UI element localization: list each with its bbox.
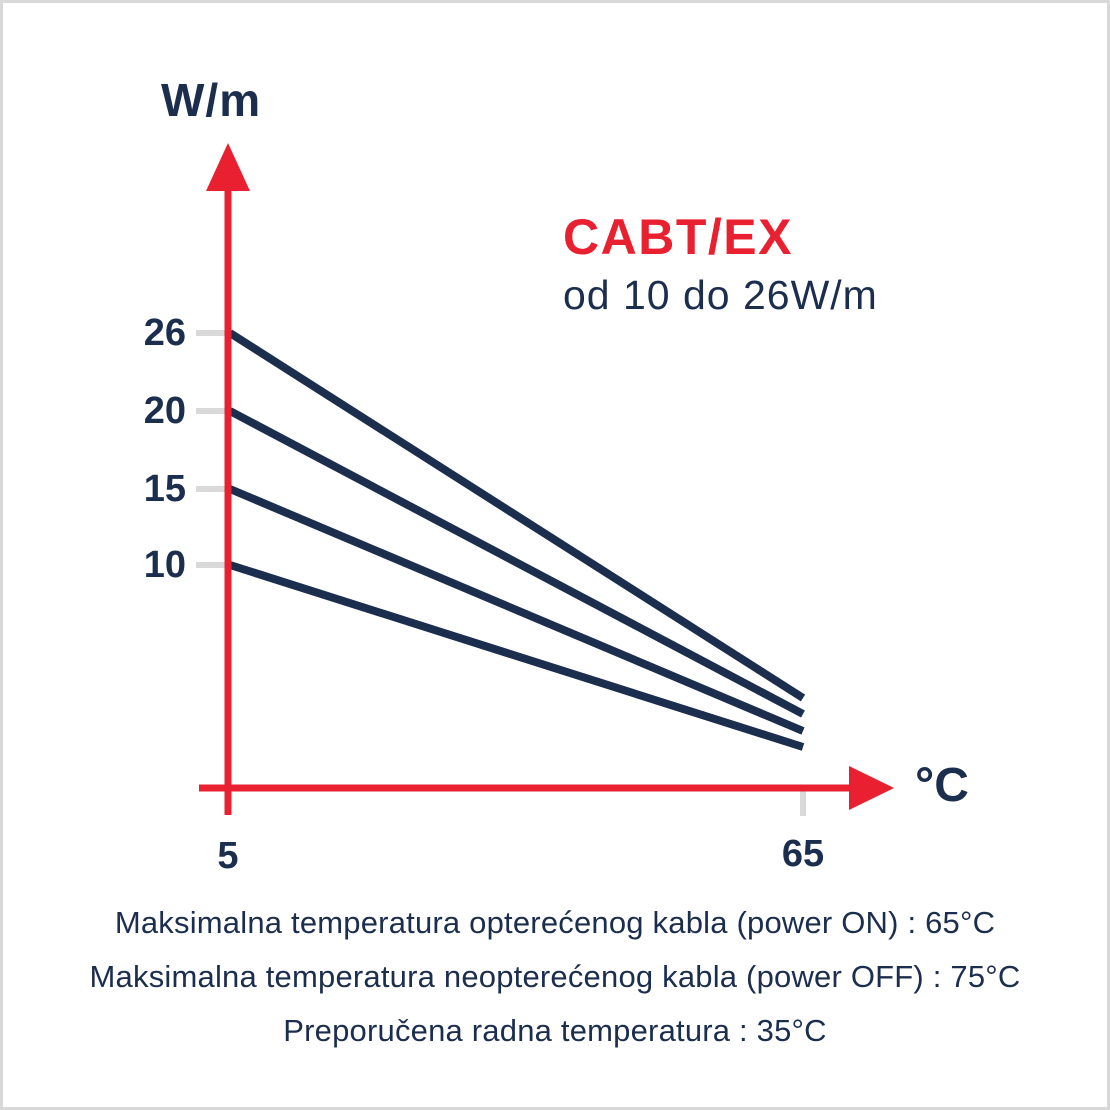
series-line xyxy=(228,561,805,751)
y-tick-label-10: 10 xyxy=(143,544,186,586)
footnotes: Maksimalna temperatura opterećenog kabla… xyxy=(3,896,1107,1058)
chart-plot xyxy=(196,143,894,816)
x-tick-label-65: 65 xyxy=(781,833,825,875)
x-axis-label: °C xyxy=(915,759,969,812)
series-line xyxy=(227,329,806,702)
series-line xyxy=(228,407,805,718)
y-tick-label-20: 20 xyxy=(143,390,186,432)
series-lines xyxy=(227,329,806,751)
footnote-max-temp-power-on: Maksimalna temperatura opterećenog kabla… xyxy=(114,905,996,940)
y-tick-marks xyxy=(196,330,226,568)
y-tick-label-26: 26 xyxy=(143,312,186,354)
y-axis-arrow-icon xyxy=(206,143,250,191)
series-line xyxy=(228,485,805,735)
chart-title: CABT/EX xyxy=(563,209,793,265)
y-tick-label-15: 15 xyxy=(143,468,186,510)
x-tick-label-5: 5 xyxy=(217,835,239,877)
chart-subtitle: od 10 do 26W/m xyxy=(563,272,878,318)
footnote-max-temp-power-off: Maksimalna temperatura neopterećenog kab… xyxy=(89,959,1021,994)
x-axis-arrow-icon xyxy=(849,766,894,810)
title-block: CABT/EX od 10 do 26W/m xyxy=(563,209,878,319)
footnote-recommended-temp: Preporučena radna temperatura : 35°C xyxy=(283,1013,827,1048)
y-axis-label: W/m xyxy=(161,74,262,126)
